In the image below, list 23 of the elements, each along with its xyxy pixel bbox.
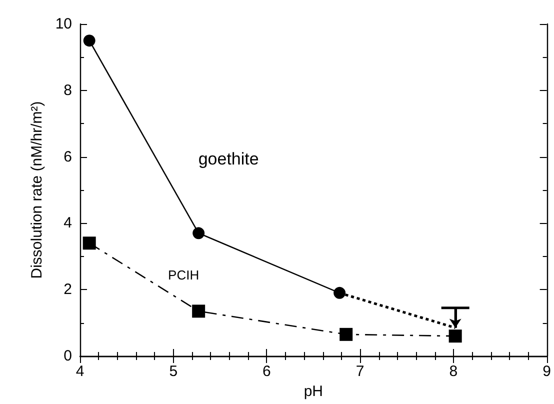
x-tick-label: 7	[356, 363, 364, 380]
point	[192, 227, 205, 240]
y-tick-label: 10	[55, 16, 72, 32]
y-axis-title: Dissolution rate (nM/hr/m²)	[28, 101, 46, 279]
point	[192, 304, 206, 318]
series-label: goethite	[198, 150, 259, 169]
y-tick-label: 8	[64, 82, 72, 99]
point	[448, 330, 462, 343]
x-tick-label: 5	[169, 363, 178, 380]
x-tick-label: 9	[542, 363, 551, 380]
y-tick-label: 0	[64, 348, 72, 364]
x-tick-label: 4	[76, 363, 84, 380]
x-tick-label: 6	[262, 363, 271, 380]
point	[334, 286, 346, 299]
y-tick-label: 6	[64, 148, 72, 166]
series-label: PCIH	[168, 268, 200, 283]
point	[83, 34, 96, 47]
x-tick-label: 8	[449, 363, 458, 380]
point	[340, 328, 353, 341]
y-tick-label: 2	[64, 281, 72, 298]
point	[82, 236, 96, 250]
x-axis-title: pH	[304, 382, 324, 400]
y-tick-label: 4	[64, 214, 72, 232]
